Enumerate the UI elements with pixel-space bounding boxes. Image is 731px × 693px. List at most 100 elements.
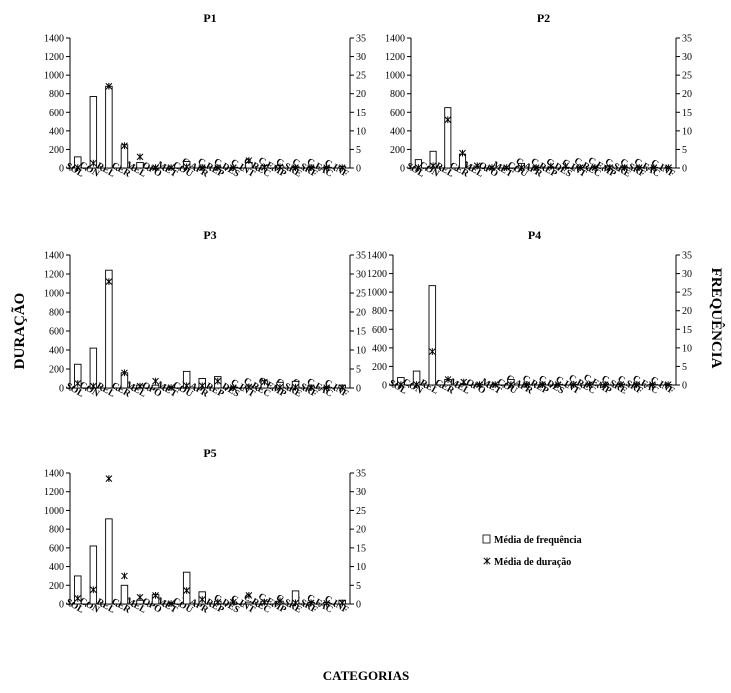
y2-tick-label: 25 — [682, 71, 692, 82]
y-tick-label: 400 — [390, 126, 405, 137]
duration-marker — [229, 384, 237, 392]
y2-axis-title: FREQUÊNCIA — [708, 268, 725, 369]
y-tick-label: 0 — [400, 164, 405, 175]
y2-tick-label: 15 — [682, 108, 692, 119]
panel-title: P3 — [203, 228, 216, 242]
duration-marker — [518, 164, 525, 172]
bar — [245, 601, 253, 605]
panels: P102004006008001000120014000510152025303… — [44, 11, 692, 616]
bar — [105, 269, 113, 389]
duration-marker — [606, 164, 614, 172]
y2-tick-label: 15 — [682, 325, 692, 336]
duration-marker — [429, 162, 437, 170]
duration-marker — [261, 163, 268, 171]
duration-marker — [292, 599, 299, 607]
y2-tick-label: 10 — [356, 562, 366, 573]
y2-tick-label: 20 — [356, 308, 366, 319]
duration-marker — [152, 591, 159, 599]
y-tick-label: 1000 — [367, 288, 387, 299]
y2-tick-label: 0 — [356, 384, 361, 395]
duration-marker — [245, 157, 253, 164]
y-tick-label: 800 — [49, 525, 64, 536]
duration-marker — [214, 164, 222, 172]
duration-marker — [554, 381, 562, 389]
duration-marker — [307, 384, 315, 392]
duration-marker — [586, 381, 593, 389]
y-tick-label: 800 — [49, 308, 64, 319]
duration-marker — [89, 382, 97, 390]
y-tick-label: 0 — [59, 164, 64, 175]
y-axis-title: DURAÇÃO — [10, 293, 28, 370]
duration-marker — [539, 381, 546, 389]
bar — [105, 85, 113, 169]
y2-tick-label: 30 — [682, 52, 692, 63]
y-tick-label: 0 — [59, 600, 64, 611]
duration-marker — [664, 381, 672, 389]
y-tick-label: 800 — [372, 306, 387, 317]
duration-marker — [338, 164, 346, 172]
duration-marker — [74, 380, 82, 387]
y-tick-label: 1200 — [385, 52, 405, 63]
legend-marker-label: Média de duração — [494, 557, 571, 568]
duration-marker — [245, 383, 253, 391]
bar — [444, 107, 452, 169]
x-axis-title: CATEGORIAS — [323, 668, 409, 683]
y2-tick-label: 5 — [682, 145, 687, 156]
legend: Média de frequência Média de duração — [482, 534, 582, 568]
bar — [428, 285, 437, 386]
duration-marker — [276, 597, 284, 605]
y2-tick-label: 10 — [356, 346, 366, 357]
y2-tick-label: 10 — [356, 126, 366, 137]
panel-p2: P2 0 200 400 600 800 1000 1200 1400 0 5 10 15 20 25 30 3… — [385, 11, 692, 180]
y2-tick-label: 15 — [356, 543, 366, 554]
y2-tick-label: 5 — [356, 365, 361, 376]
y-tick-label: 200 — [372, 362, 387, 373]
duration-marker — [167, 600, 175, 608]
duration-marker — [276, 163, 284, 171]
y2-tick-label: 35 — [682, 34, 692, 45]
duration-marker — [323, 599, 331, 607]
y-tick-label: 600 — [390, 108, 405, 119]
duration-marker — [183, 382, 191, 390]
duration-marker — [503, 164, 511, 172]
duration-marker — [292, 383, 299, 391]
duration-marker — [167, 384, 175, 392]
duration-marker — [576, 164, 584, 172]
duration-marker — [167, 164, 175, 172]
y2-tick-label: 0 — [682, 381, 687, 392]
duration-marker — [621, 164, 628, 172]
duration-marker — [261, 598, 268, 606]
y-tick-label: 1200 — [367, 269, 387, 280]
duration-marker — [292, 164, 299, 172]
duration-marker — [617, 381, 625, 389]
legend-bar-label: Média de frequência — [494, 535, 582, 546]
duration-marker — [413, 381, 420, 389]
duration-marker — [323, 384, 331, 392]
y-tick-label: 200 — [49, 145, 64, 156]
y-tick-label: 200 — [49, 581, 64, 592]
y-tick-label: 1000 — [44, 289, 64, 300]
y2-tick-label: 0 — [356, 164, 361, 175]
duration-marker — [338, 599, 346, 607]
y2-tick-label: 35 — [356, 34, 366, 45]
bar — [74, 575, 82, 605]
y-tick-label: 600 — [49, 108, 64, 119]
y2-tick-label: 20 — [356, 525, 366, 536]
duration-marker — [507, 381, 515, 389]
duration-marker — [307, 164, 315, 172]
y2-tick-label: 5 — [356, 145, 361, 156]
panel-title: P1 — [203, 11, 216, 25]
duration-marker — [444, 376, 452, 383]
y-tick-label: 1000 — [385, 71, 405, 82]
y-tick-label: 200 — [49, 365, 64, 376]
y2-tick-label: 25 — [356, 506, 366, 517]
duration-marker — [183, 163, 191, 171]
y-tick-label: 1000 — [44, 506, 64, 517]
y-tick-label: 400 — [372, 343, 387, 354]
bar — [89, 545, 98, 605]
duration-marker — [650, 164, 658, 172]
duration-marker — [105, 475, 113, 483]
bar — [74, 363, 82, 389]
y-tick-label: 1200 — [44, 52, 64, 63]
